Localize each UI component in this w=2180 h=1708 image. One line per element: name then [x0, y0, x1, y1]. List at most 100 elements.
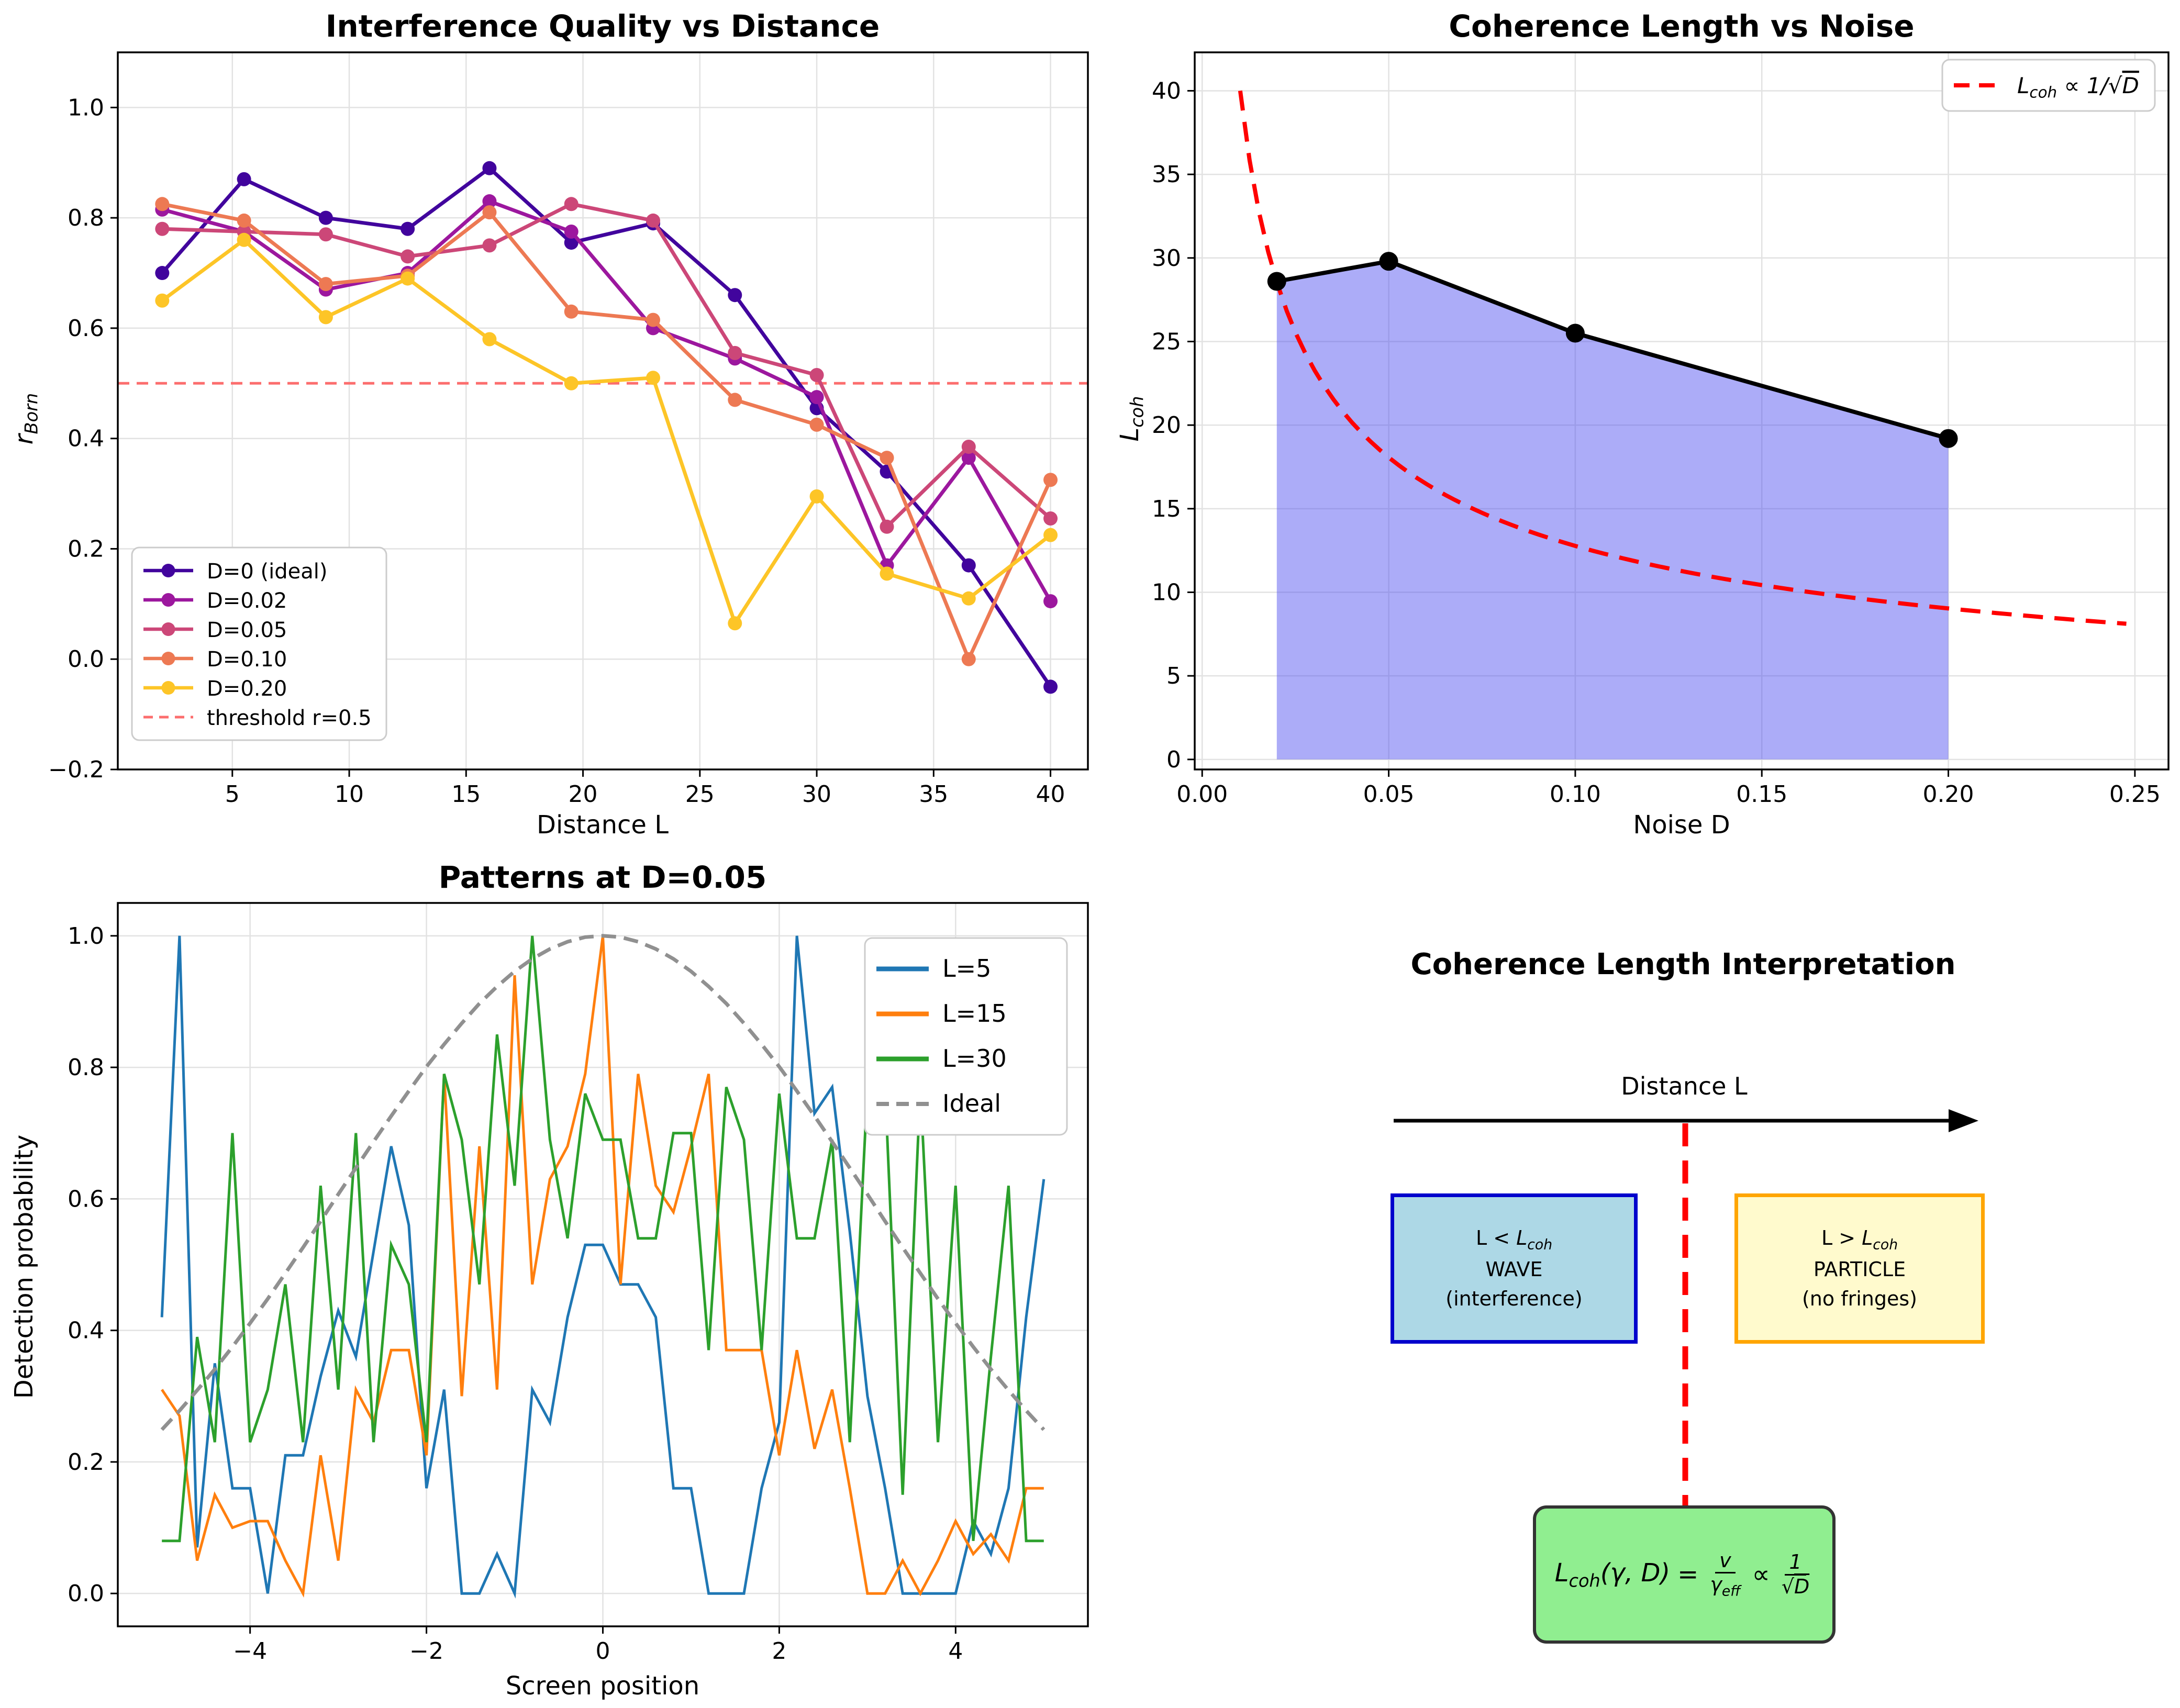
legend-entry-label: D=0.02 [207, 589, 287, 613]
legend-entry-label: threshold r=0.5 [207, 706, 372, 730]
axes-spines [117, 51, 1089, 771]
diagram-title: Coherence Length Interpretation [1410, 947, 1956, 981]
y-tick-label: 20 [1152, 412, 1181, 439]
y-tick-label: 25 [1152, 328, 1181, 355]
x-tick-label: 20 [569, 781, 598, 808]
series-marker-D=0 (ideal) [728, 288, 742, 303]
series-marker-D=0.20 [961, 591, 976, 606]
x-tick-label: 35 [919, 781, 948, 808]
series-line-D=0.10 [162, 202, 1052, 664]
x-tick-label: 30 [802, 781, 831, 808]
reference-inverse-sqrt-curve [1238, 90, 2127, 626]
series-marker-D=0.20 [880, 566, 894, 581]
series-marker-D=0.20 [809, 489, 824, 504]
legend-entry-label: D=0.20 [207, 677, 287, 701]
pattern-line-Ideal [160, 934, 1045, 1431]
series-marker-D=0.02 [961, 451, 976, 465]
y-tick-label: 0.8 [68, 205, 104, 231]
y-tick-label: 10 [1152, 579, 1181, 606]
coherence-shaded-area [1276, 261, 1949, 760]
series-marker-D=0.05 [482, 238, 497, 253]
series-marker-D=0.05 [728, 345, 742, 360]
measured-lcoh-marker [1565, 323, 1585, 343]
x-tick-label: 4 [948, 1638, 963, 1665]
series-marker-D=0.20 [1043, 528, 1058, 542]
legend-entry-label: L=15 [942, 999, 1007, 1028]
legend-box [131, 546, 387, 741]
y-tick-label: 30 [1152, 245, 1181, 272]
pattern-line-L=30 [162, 935, 1044, 1543]
y-tick-label: 0.6 [68, 315, 104, 342]
particle-box-line3: (no fringes) [1801, 1287, 1917, 1310]
plot-area-1: 5 10 15 20 25 30 35 40 −0.2 0.0 0.2 0.4 0.6 0.8 1.0 rBo… [9, 51, 1089, 808]
x-tick-label: 10 [335, 781, 364, 808]
formula-lhs: Lcoh(γ, D) [1554, 1558, 1671, 1591]
wave-box-line3: (interference) [1445, 1287, 1583, 1310]
legend-sample-marker [161, 564, 175, 577]
measured-lcoh-marker [1939, 429, 1958, 448]
panel-coherence-length: 0.00 0.05 0.10 0.15 0.20 0.25 0 5 10 15 20 25 30 35 40… [1115, 8, 2170, 840]
wave-region-box: L < Lcoh WAVE (interference) [1391, 1193, 1638, 1344]
y-tick-label: 35 [1152, 161, 1181, 188]
legend-entry-label: L=30 [942, 1044, 1007, 1073]
legend-sample-marker [161, 652, 175, 665]
x-tick-label: 0.25 [2109, 781, 2161, 808]
series-line-D=0.05 [162, 202, 1052, 530]
plot-area-3: −4 −2 0 2 4 0.0 0.2 0.4 0.6 0.8 1.0 Detection proba… [9, 902, 1089, 1665]
series-marker-D=0 (ideal) [1043, 679, 1058, 694]
x-tick-label: 0.15 [1736, 781, 1787, 808]
series-marker-D=0.10 [564, 304, 579, 319]
series-line-D=0.20 [161, 237, 1052, 628]
series-marker-D=0.05 [961, 440, 976, 454]
series-marker-D=0 (ideal) [401, 221, 415, 236]
series-marker-D=0.10 [646, 312, 660, 327]
y-tick-label: 0.2 [68, 535, 104, 562]
particle-region-box: L > Lcoh PARTICLE (no fringes) [1734, 1193, 1985, 1344]
formula-equals: = [1677, 1560, 1699, 1589]
x-tick-label: 0.10 [1550, 781, 1601, 808]
y-tick-label: 0.4 [68, 426, 104, 452]
arrowhead-icon [1949, 1109, 1978, 1132]
y-tick-label: 0.6 [68, 1186, 104, 1212]
x-tick-label: 0 [596, 1638, 610, 1665]
y-tick-label: 0 [1166, 746, 1181, 773]
series-marker-D=0.02 [564, 225, 579, 239]
series-marker-D=0.02 [1043, 594, 1058, 609]
series-marker-D=0.05 [155, 221, 170, 236]
chart1-xlabel: Distance L [537, 810, 669, 840]
legend-entry-label: D=0.05 [207, 618, 287, 642]
series-marker-D=0 (ideal) [318, 210, 333, 225]
x-tick-label: 40 [1036, 781, 1065, 808]
x-tick-label: 5 [225, 781, 240, 808]
y-axis-label: Lcoh [1115, 396, 1148, 441]
series-marker-D=0 (ideal) [961, 558, 976, 573]
y-tick-label: −0.2 [48, 756, 104, 783]
plot-area-2: 0.00 0.05 0.10 0.15 0.20 0.25 0 5 10 15 20 25 30 35 40… [1115, 51, 2170, 808]
chart1-title: Interference Quality vs Distance [326, 8, 880, 44]
y-axis-label: Detection probability [9, 1135, 39, 1399]
distance-arrow-label: Distance L [1621, 1072, 1748, 1100]
formula-propto: ∝ [1752, 1560, 1770, 1589]
y-tick-label: 0.8 [68, 1054, 104, 1081]
series-marker-D=0.20 [401, 271, 415, 286]
x-tick-label: −4 [233, 1638, 267, 1665]
series-marker-D=0.10 [728, 393, 742, 407]
legend-entry-label: L=5 [942, 954, 991, 983]
legend-entry-label: D=0 (ideal) [207, 560, 327, 584]
series-marker-D=0.10 [1043, 473, 1058, 487]
series-marker-D=0.10 [482, 205, 497, 220]
chart2-xlabel: Noise D [1633, 810, 1730, 840]
axes-spines [1194, 51, 2170, 771]
series-marker-D=0 (ideal) [155, 266, 170, 281]
formula-fraction-1: v γeff [1710, 1548, 1741, 1600]
particle-box-line2: PARTICLE [1813, 1258, 1906, 1281]
series-marker-D=0.05 [646, 213, 660, 228]
legend-box [1941, 59, 2156, 112]
y-axis-label: rBorn [9, 393, 42, 444]
y-tick-label: 0.4 [68, 1318, 104, 1344]
legend-sample-marker [161, 681, 175, 695]
series-marker-D=0 (ideal) [482, 161, 497, 175]
y-tick-label: 5 [1166, 663, 1181, 689]
series-marker-D=0.20 [237, 232, 251, 247]
